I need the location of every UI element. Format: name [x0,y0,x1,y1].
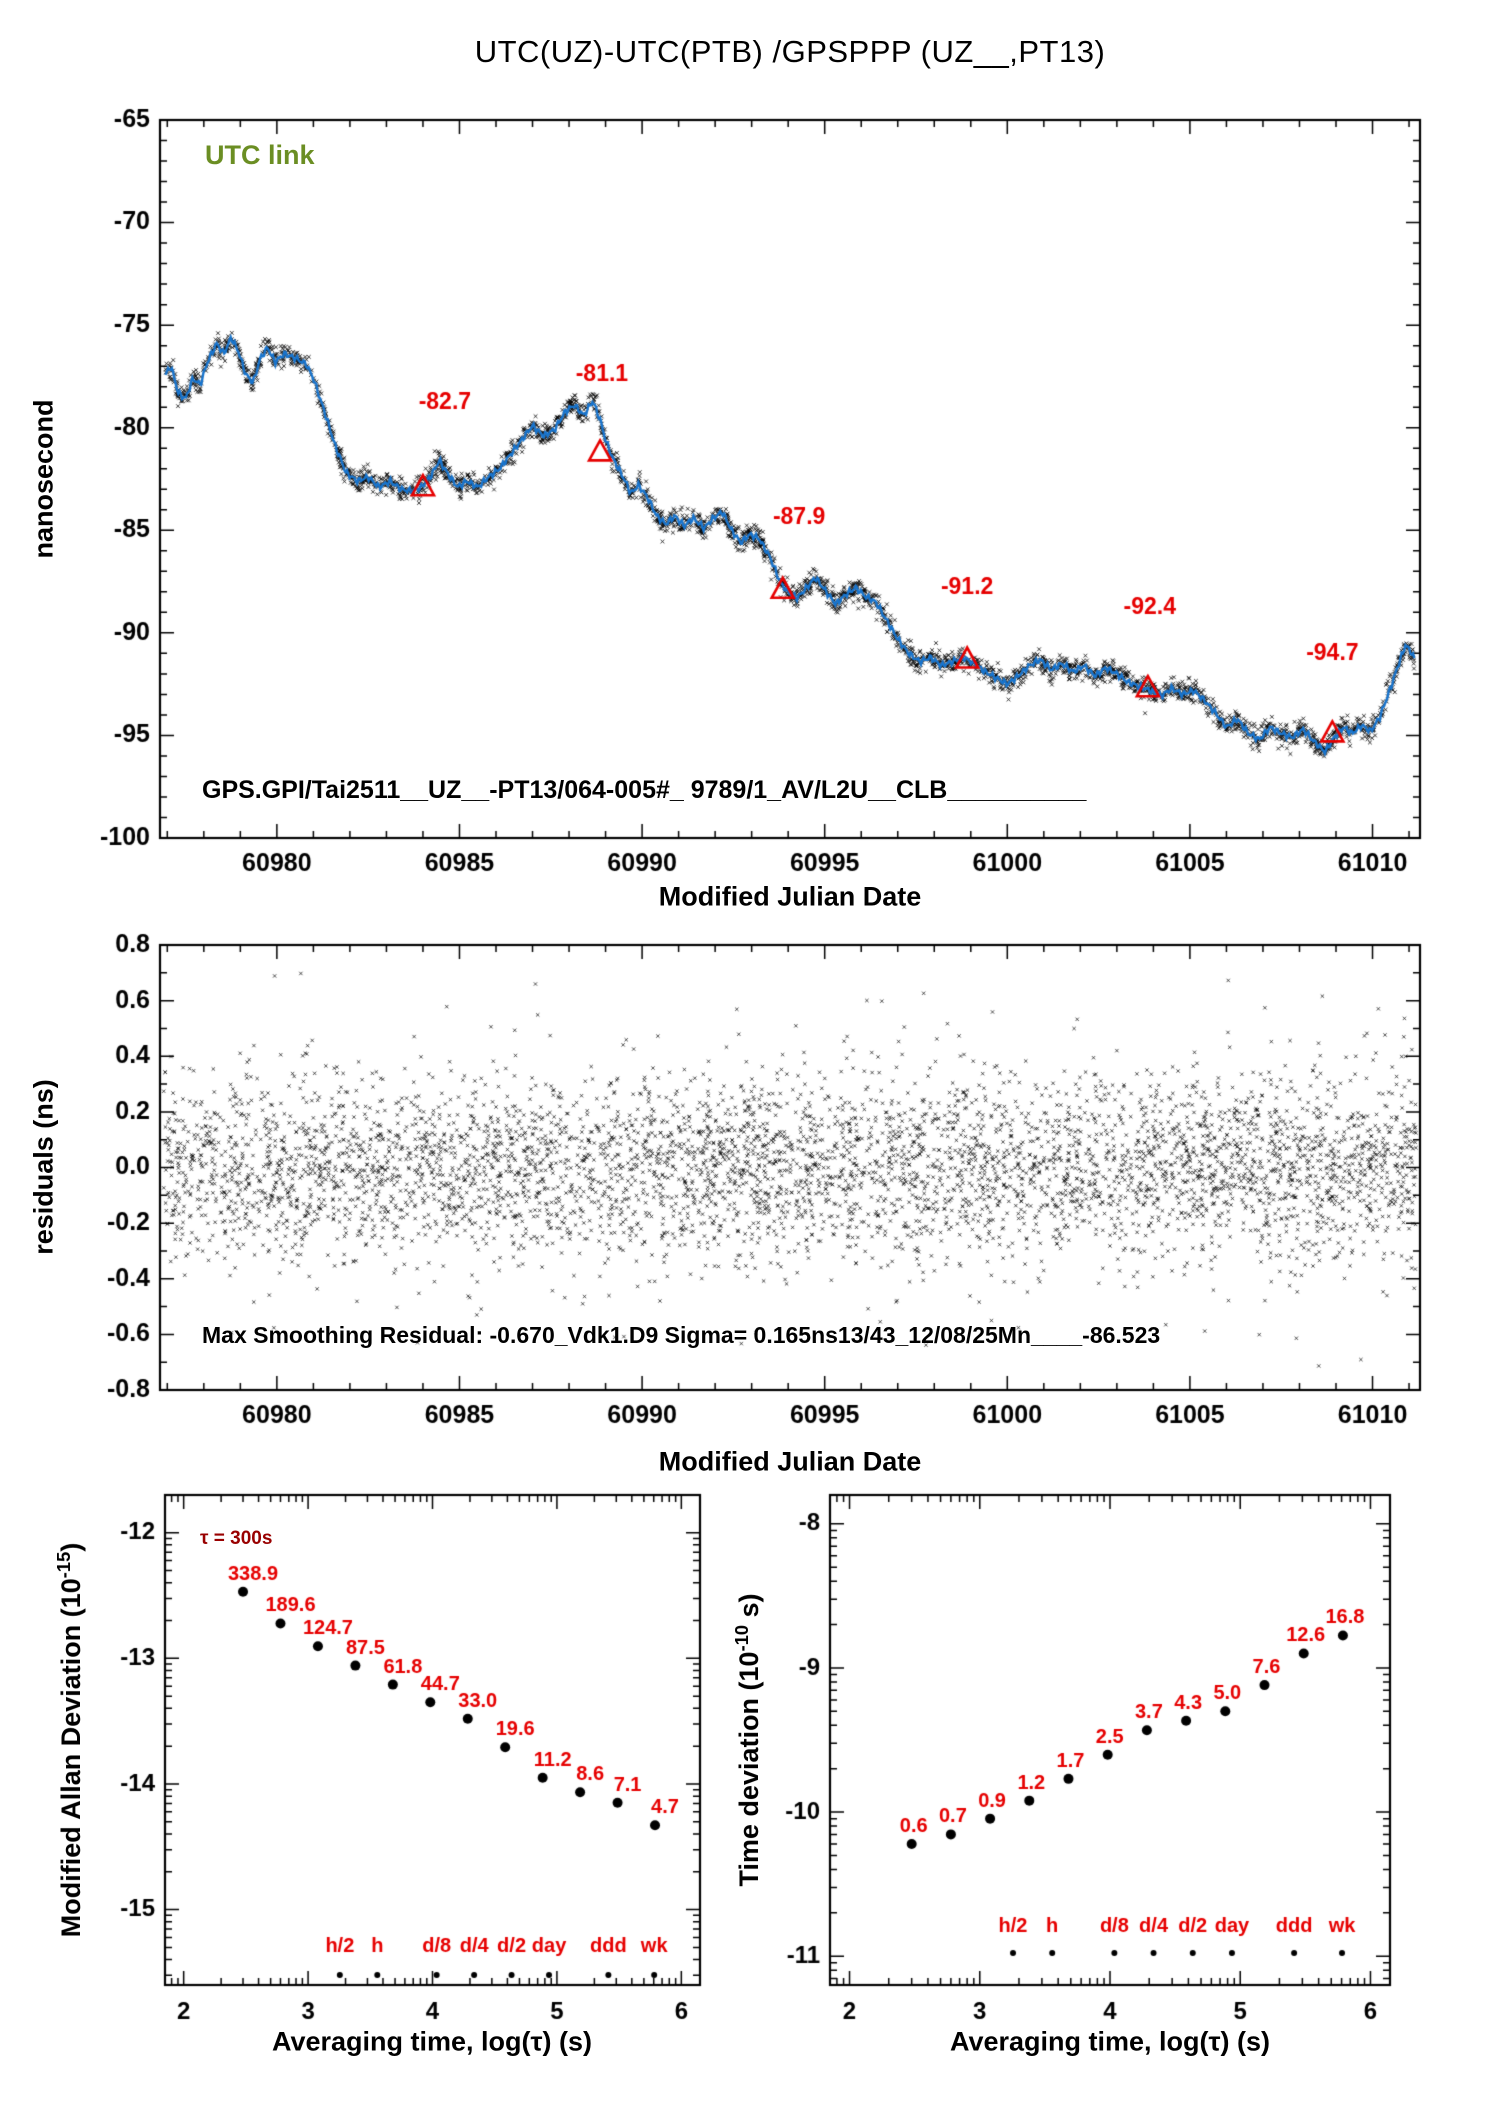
tdev-ylabel-prefix: Time deviation (10 [734,1651,764,1887]
utc-link-chart-canvas [0,80,1488,880]
tdev-ylabel-suffix: s) [734,1593,764,1625]
tau-note: τ = 300s [200,1528,273,1549]
mdev-ylabel-exponent: -15 [53,1551,74,1579]
residuals-chart-canvas [0,930,1488,1470]
station-link-label: GPS.GPI/Tai2511__UZ__-PT13/064-005#_ 978… [202,776,1087,804]
mdev-chart-canvas [60,1470,740,2030]
mdev-ylabel-prefix: Modified Allan Deviation (10 [56,1578,86,1938]
top-chart-xlabel: Modified Julian Date [658,881,922,912]
residuals-ylabel: residuals (ns) [28,1079,59,1255]
mdev-ylabel: Modified Allan Deviation (10-15) [53,1543,87,1938]
top-chart-ylabel: nanosecond [28,399,59,559]
figure-title: UTC(UZ)-UTC(PTB) /GPSPPP (UZ__,PT13) [474,34,1106,69]
tdev-ylabel-exponent: -10 [731,1624,752,1652]
tdev-xlabel: Averaging time, log(τ) (s) [949,2026,1271,2057]
utc-link-legend: UTC link [205,140,315,170]
mdev-ylabel-suffix: ) [56,1542,86,1552]
residuals-xlabel: Modified Julian Date [658,1446,922,1477]
tdev-chart-canvas [740,1470,1440,2030]
max-smoothing-residual-annotation: Max Smoothing Residual: -0.670_Vdk1.D9 S… [202,1322,1161,1348]
tdev-ylabel: Time deviation (10-10 s) [731,1593,765,1886]
mdev-xlabel: Averaging time, log(τ) (s) [271,2026,593,2057]
